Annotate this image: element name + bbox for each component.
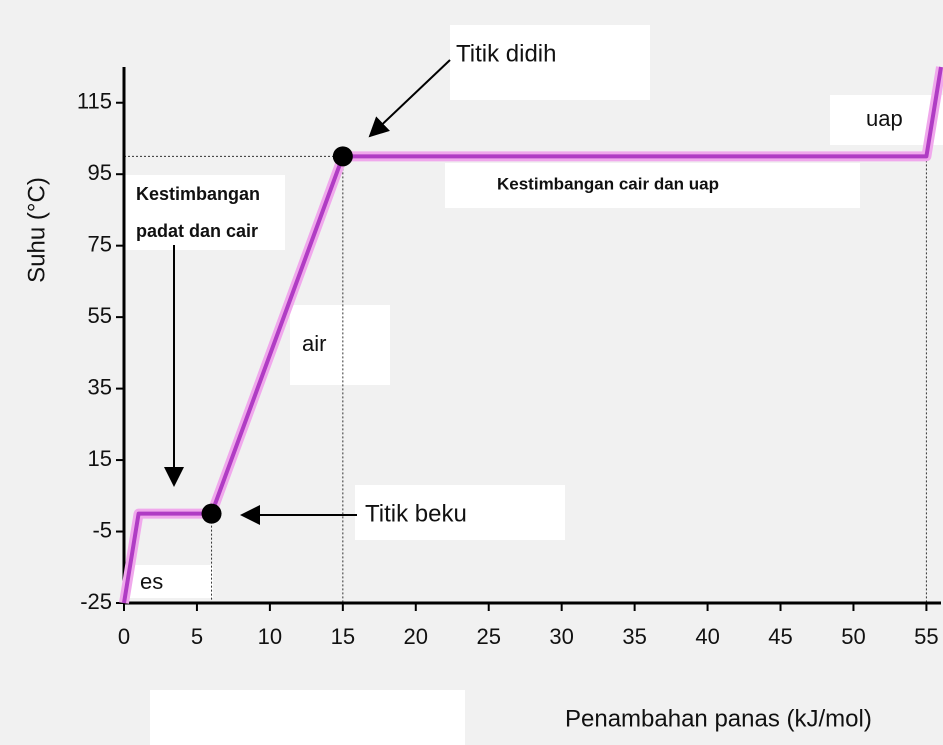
- x-tick-label: 55: [914, 624, 938, 649]
- line: [122, 66, 943, 604]
- annotation: Kestimbangan cair dan uap: [497, 174, 719, 193]
- x-axis-label: Penambahan panas (kJ/mol): [565, 705, 872, 732]
- x-tick-label: 30: [549, 624, 573, 649]
- annotation: air: [302, 331, 326, 356]
- y-tick-label: 75: [88, 231, 112, 256]
- label-box: [830, 95, 943, 145]
- label-box: [128, 565, 213, 598]
- y-tick-label: 15: [88, 446, 112, 471]
- point-marker: [201, 503, 222, 524]
- label-box: [355, 485, 565, 540]
- y-tick-label: -5: [92, 517, 112, 542]
- label-box: [450, 25, 650, 100]
- label-box: [445, 163, 860, 208]
- annotation: es: [140, 569, 163, 594]
- x-tick-label: 10: [258, 624, 282, 649]
- x-tick-label: 35: [622, 624, 646, 649]
- y-tick-label: -25: [80, 589, 112, 614]
- x-tick-label: 20: [404, 624, 428, 649]
- label-box: [125, 175, 285, 250]
- x-tick-label: 45: [768, 624, 792, 649]
- x-tick-label: 5: [191, 624, 203, 649]
- y-tick-label: 95: [88, 160, 112, 185]
- arrow: [368, 59, 451, 138]
- x-tick-label: 25: [476, 624, 500, 649]
- annotation: Kestimbangan: [136, 184, 260, 204]
- point-marker: [332, 146, 353, 167]
- x-tick-label: 0: [118, 624, 130, 649]
- x-tick-label: 15: [331, 624, 355, 649]
- annotation: Titik didih: [456, 40, 556, 67]
- label-box: [150, 690, 465, 745]
- annotation: Titik beku: [365, 500, 467, 527]
- y-tick-label: 55: [88, 303, 112, 328]
- x-tick-label: 40: [695, 624, 719, 649]
- label-box: [290, 305, 390, 385]
- annotation: padat dan cair: [136, 221, 258, 241]
- y-tick-label: 115: [77, 89, 112, 114]
- annotation: uap: [866, 106, 903, 131]
- x-tick-label: 50: [841, 624, 865, 649]
- y-tick-label: 35: [88, 374, 112, 399]
- y-axis-label: Suhu (°C): [23, 177, 50, 283]
